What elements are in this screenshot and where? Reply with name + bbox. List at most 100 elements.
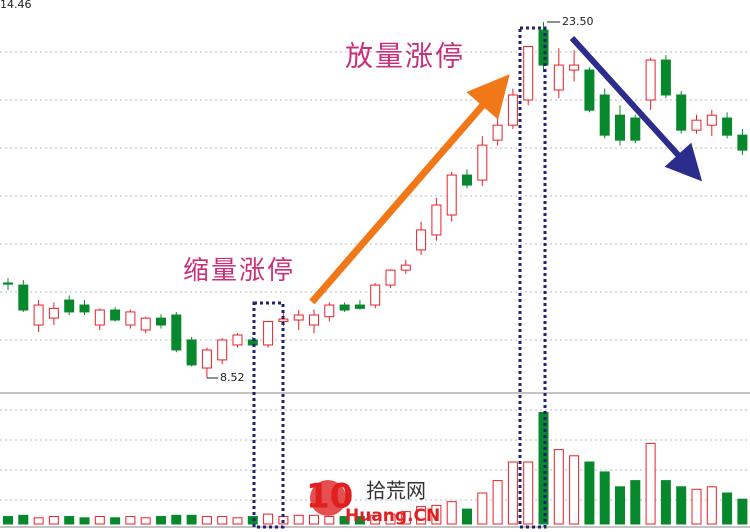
volume-bar [416, 506, 427, 525]
candle-body [354, 304, 365, 309]
candle-body [110, 309, 121, 321]
watermark-number: 10 [306, 477, 353, 517]
volume-bar [737, 498, 748, 525]
volume-bar [431, 504, 442, 525]
candle-body [553, 64, 564, 91]
candle-body [18, 284, 29, 311]
candle-body [140, 317, 151, 331]
candle-body [370, 284, 381, 306]
volume-bar [615, 486, 625, 525]
volume-bar [400, 511, 411, 525]
volume-bar [385, 513, 396, 525]
volume-bar [324, 516, 335, 525]
top-left-label: 14.46 [0, 0, 32, 11]
candle-body [462, 174, 472, 186]
candle-body [324, 304, 335, 318]
candle-body [125, 311, 136, 326]
candle-body [584, 69, 595, 111]
low-label: 8.52 [220, 371, 245, 384]
candle-body [293, 314, 304, 321]
volume-bar [706, 486, 717, 525]
volume-limit-up-note: 放量涨停 [345, 40, 465, 73]
volume-bar [140, 517, 151, 525]
candle-body [660, 59, 671, 96]
candle-body [217, 339, 228, 361]
candle-body [630, 117, 641, 141]
volume-bar [630, 480, 641, 525]
candle-body [446, 174, 457, 216]
volume-bar [94, 516, 105, 525]
volume-bar [645, 442, 656, 525]
candle-body [171, 314, 182, 351]
candle-body [645, 59, 656, 101]
volume-bar [492, 480, 503, 525]
watermark-domain: Huang.CN [345, 506, 440, 526]
volume-bar [201, 516, 212, 525]
volume-bar [354, 516, 365, 525]
volume-bar [64, 516, 75, 525]
candle-body [385, 269, 396, 286]
marks [3, 22, 748, 525]
candle-body [691, 119, 702, 131]
volume-bar [171, 514, 182, 525]
volume-bar [599, 471, 610, 525]
candle-body [201, 349, 212, 369]
shrink-limit-up-note: 缩量涨停 [183, 256, 295, 286]
candle-body [569, 64, 580, 71]
candle-body [722, 117, 733, 136]
volume-bar [33, 517, 44, 525]
volume-bar [263, 513, 274, 525]
candle-body [339, 304, 350, 311]
volume-bar [309, 514, 319, 525]
candle-body [477, 144, 488, 181]
volume-bar [553, 449, 564, 525]
volume-bar [48, 516, 59, 525]
candle-body [523, 46, 534, 101]
candle-body [48, 307, 59, 319]
candle-body [431, 204, 442, 236]
candle-body [416, 229, 427, 251]
volume-bar [293, 514, 304, 525]
volume-bar [186, 514, 197, 525]
candle-body [737, 134, 748, 151]
volume-bar [370, 514, 381, 525]
volume-bar [477, 492, 488, 525]
volume-bar [3, 516, 13, 525]
candle-body [599, 94, 610, 136]
volume-bar [110, 517, 121, 525]
volume-bar [660, 480, 671, 525]
volume-bar [569, 455, 580, 525]
volume-bar [156, 516, 166, 525]
candle-body [615, 114, 625, 141]
candle-body [706, 114, 717, 126]
volume-bar [584, 461, 595, 525]
candle-body [400, 264, 411, 271]
volume-bar [339, 516, 350, 525]
candle-body [64, 299, 75, 313]
volume-bar [523, 461, 534, 525]
volume-bar [507, 461, 518, 525]
candle-body [79, 304, 90, 313]
candle-body [232, 334, 243, 346]
candle-body [3, 282, 13, 285]
volume-bar [217, 516, 228, 525]
volume-bar [125, 516, 136, 525]
volume-bar [676, 486, 687, 525]
watermark-name: 拾荒网 [366, 479, 426, 503]
candle-body [507, 94, 518, 126]
candle-body [676, 94, 687, 131]
volume-bar [691, 488, 702, 525]
candle-body [492, 124, 503, 141]
candle-body [186, 339, 197, 366]
high-label: 23.50 [562, 15, 594, 28]
candle-body [94, 309, 105, 326]
decoration [207, 21, 703, 529]
volume-bar [18, 514, 29, 525]
candle-body [33, 304, 44, 326]
volume-bar [446, 501, 457, 525]
volume-bar [722, 492, 733, 525]
candle-body [263, 320, 274, 346]
volume-bar [232, 517, 243, 525]
volume-bar [462, 508, 472, 525]
